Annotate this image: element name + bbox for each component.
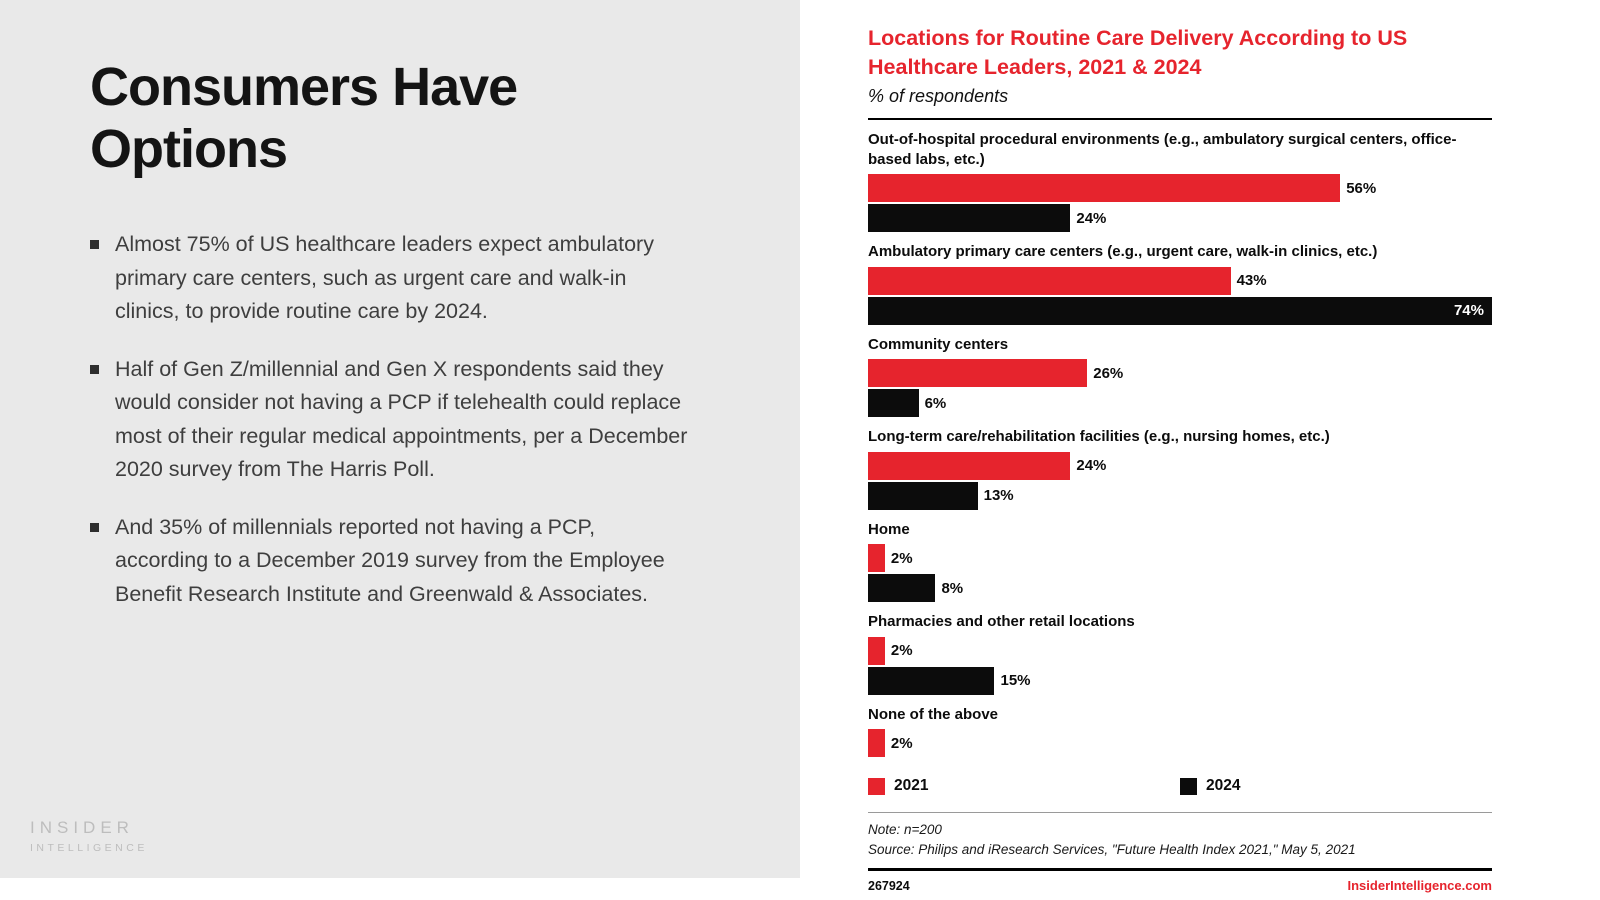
legend-swatch bbox=[868, 777, 885, 795]
bar-2021 bbox=[868, 174, 1341, 203]
bar-row: 2% bbox=[868, 636, 1492, 665]
bar-2021 bbox=[868, 636, 885, 665]
chart-note: Note: n=200 bbox=[868, 822, 942, 838]
bar-2024 bbox=[868, 574, 936, 603]
bar-2021 bbox=[868, 359, 1088, 388]
value-label: 56% bbox=[1346, 179, 1377, 197]
category-label: Community centers bbox=[868, 335, 1009, 353]
bar-row: 13% bbox=[868, 481, 1492, 510]
bar-2021 bbox=[868, 266, 1231, 295]
category-label: Out-of-hospital procedural environments … bbox=[868, 131, 1457, 168]
bar-2021 bbox=[868, 544, 885, 573]
value-label: 15% bbox=[1000, 672, 1031, 690]
chart-source: Source: Philips and iResearch Services, … bbox=[868, 841, 1356, 857]
header-divider bbox=[868, 118, 1492, 121]
bar-group: Community centers 26% 6% bbox=[868, 335, 1492, 418]
bullet-item: Almost 75% of US healthcare leaders expe… bbox=[90, 228, 690, 329]
chart-footer: 267924 InsiderIntelligence.com bbox=[868, 878, 1492, 893]
category-label: None of the above bbox=[868, 705, 999, 723]
bar-row: 74% bbox=[868, 296, 1492, 325]
value-label: 2% bbox=[890, 734, 913, 752]
chart-legend: 2021 2024 bbox=[868, 777, 1492, 795]
bar-2024: 74% bbox=[868, 296, 1492, 325]
bullet-square-icon bbox=[90, 522, 99, 532]
bullet-text: Half of Gen Z/millennial and Gen X respo… bbox=[115, 356, 688, 482]
bullet-item: And 35% of millennials reported not havi… bbox=[90, 511, 690, 612]
bar-row: 24% bbox=[868, 204, 1492, 233]
chart-panel: Locations for Routine Care Delivery Acco… bbox=[800, 0, 1600, 900]
logo-text-insider: INSIDER bbox=[30, 818, 134, 837]
value-label: 24% bbox=[1076, 457, 1107, 475]
value-label: 2% bbox=[890, 549, 913, 567]
logo-text-intelligence: INTELLIGENCE bbox=[30, 842, 148, 854]
bullet-list: Almost 75% of US healthcare leaders expe… bbox=[90, 228, 690, 611]
note-divider bbox=[868, 812, 1492, 814]
category-label: Long-term care/rehabilitation facilities… bbox=[868, 428, 1330, 446]
chart-id: 267924 bbox=[868, 878, 910, 893]
chart-container: Locations for Routine Care Delivery Acco… bbox=[868, 24, 1492, 893]
category-label: Home bbox=[868, 520, 910, 538]
bar-row: 15% bbox=[868, 666, 1492, 695]
bar-row: 6% bbox=[868, 389, 1492, 418]
bullet-text: And 35% of millennials reported not havi… bbox=[115, 514, 665, 606]
value-label: 26% bbox=[1093, 364, 1124, 382]
slide-text-panel: Consumers Have Options Almost 75% of US … bbox=[0, 0, 800, 878]
bar-row: 24% bbox=[868, 451, 1492, 480]
bar-group: Long-term care/rehabilitation facilities… bbox=[868, 427, 1492, 510]
bar-row: 26% bbox=[868, 359, 1492, 388]
bullet-text: Almost 75% of US healthcare leaders expe… bbox=[115, 232, 654, 324]
value-label: 2% bbox=[890, 642, 913, 660]
chart-subtitle: % of respondents bbox=[868, 86, 1009, 107]
legend-label: 2024 bbox=[1206, 777, 1241, 795]
bar-row: 2% bbox=[868, 729, 1492, 758]
legend-item-2021: 2021 bbox=[868, 777, 1180, 795]
bar-group: Home 2% 8% bbox=[868, 520, 1492, 603]
category-label: Pharmacies and other retail locations bbox=[868, 613, 1135, 631]
value-label: 13% bbox=[983, 487, 1014, 505]
bar-group: Ambulatory primary care centers (e.g., u… bbox=[868, 242, 1492, 325]
bar-group: None of the above 2% bbox=[868, 705, 1492, 758]
bar-2024 bbox=[868, 389, 919, 418]
bar-row: 56% bbox=[868, 174, 1492, 203]
bar-row: 2% bbox=[868, 544, 1492, 573]
chart-title: Locations for Routine Care Delivery Acco… bbox=[868, 26, 1408, 79]
value-label: 74% bbox=[1453, 301, 1484, 319]
bar-group: Out-of-hospital procedural environments … bbox=[868, 130, 1492, 233]
legend-item-2024: 2024 bbox=[1180, 777, 1240, 795]
bullet-item: Half of Gen Z/millennial and Gen X respo… bbox=[90, 353, 690, 487]
bar-2021 bbox=[868, 729, 885, 758]
value-label: 24% bbox=[1076, 209, 1107, 227]
bar-2024 bbox=[868, 666, 995, 695]
bar-2024 bbox=[868, 481, 978, 510]
bar-row: 8% bbox=[868, 574, 1492, 603]
bullet-square-icon bbox=[90, 240, 99, 250]
page-title: Consumers Have Options bbox=[90, 57, 518, 180]
bar-2021 bbox=[868, 451, 1071, 480]
insider-intelligence-link[interactable]: InsiderIntelligence.com bbox=[1347, 878, 1493, 894]
legend-swatch bbox=[1180, 777, 1197, 795]
value-label: 8% bbox=[941, 579, 964, 597]
bar-row: 43% bbox=[868, 266, 1492, 295]
bullet-square-icon bbox=[90, 364, 99, 374]
bar-chart: Out-of-hospital procedural environments … bbox=[868, 130, 1492, 758]
value-label: 43% bbox=[1236, 272, 1267, 290]
bar-2024 bbox=[868, 204, 1071, 233]
footer-divider bbox=[868, 868, 1492, 872]
bar-group: Pharmacies and other retail locations 2% 1… bbox=[868, 612, 1492, 695]
value-label: 6% bbox=[924, 394, 947, 412]
legend-label: 2021 bbox=[894, 777, 929, 795]
category-label: Ambulatory primary care centers (e.g., u… bbox=[868, 243, 1378, 261]
insider-intelligence-logo: INSIDER INTELLIGENCE bbox=[30, 818, 148, 854]
